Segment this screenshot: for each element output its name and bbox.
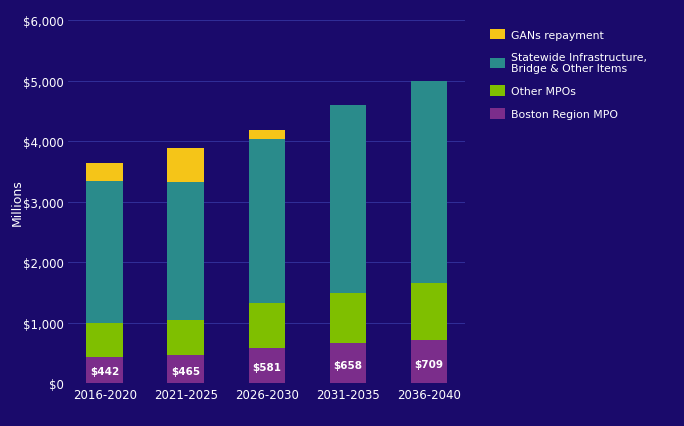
Bar xyxy=(248,131,285,140)
Bar xyxy=(248,348,285,383)
Text: $658: $658 xyxy=(333,360,363,371)
Text: $465: $465 xyxy=(171,366,200,376)
Bar xyxy=(168,183,204,320)
Bar xyxy=(86,182,123,323)
Bar xyxy=(86,164,123,182)
Bar xyxy=(86,357,123,383)
Bar xyxy=(410,341,447,383)
Bar xyxy=(330,344,366,383)
Text: $581: $581 xyxy=(252,363,281,373)
Text: $709: $709 xyxy=(415,359,443,369)
Text: $442: $442 xyxy=(90,366,119,377)
Bar xyxy=(330,293,366,344)
Bar xyxy=(330,106,366,293)
Bar xyxy=(248,303,285,348)
Bar xyxy=(410,82,447,284)
Y-axis label: Millions: Millions xyxy=(11,179,24,226)
Legend: GANs repayment, Statewide Infrastructure,
Bridge & Other Items, Other MPOs, Bost: GANs repayment, Statewide Infrastructure… xyxy=(486,27,650,123)
Bar xyxy=(248,140,285,303)
Bar xyxy=(168,320,204,355)
Bar xyxy=(86,323,123,357)
Bar xyxy=(168,149,204,183)
Bar xyxy=(410,284,447,341)
Bar xyxy=(168,355,204,383)
